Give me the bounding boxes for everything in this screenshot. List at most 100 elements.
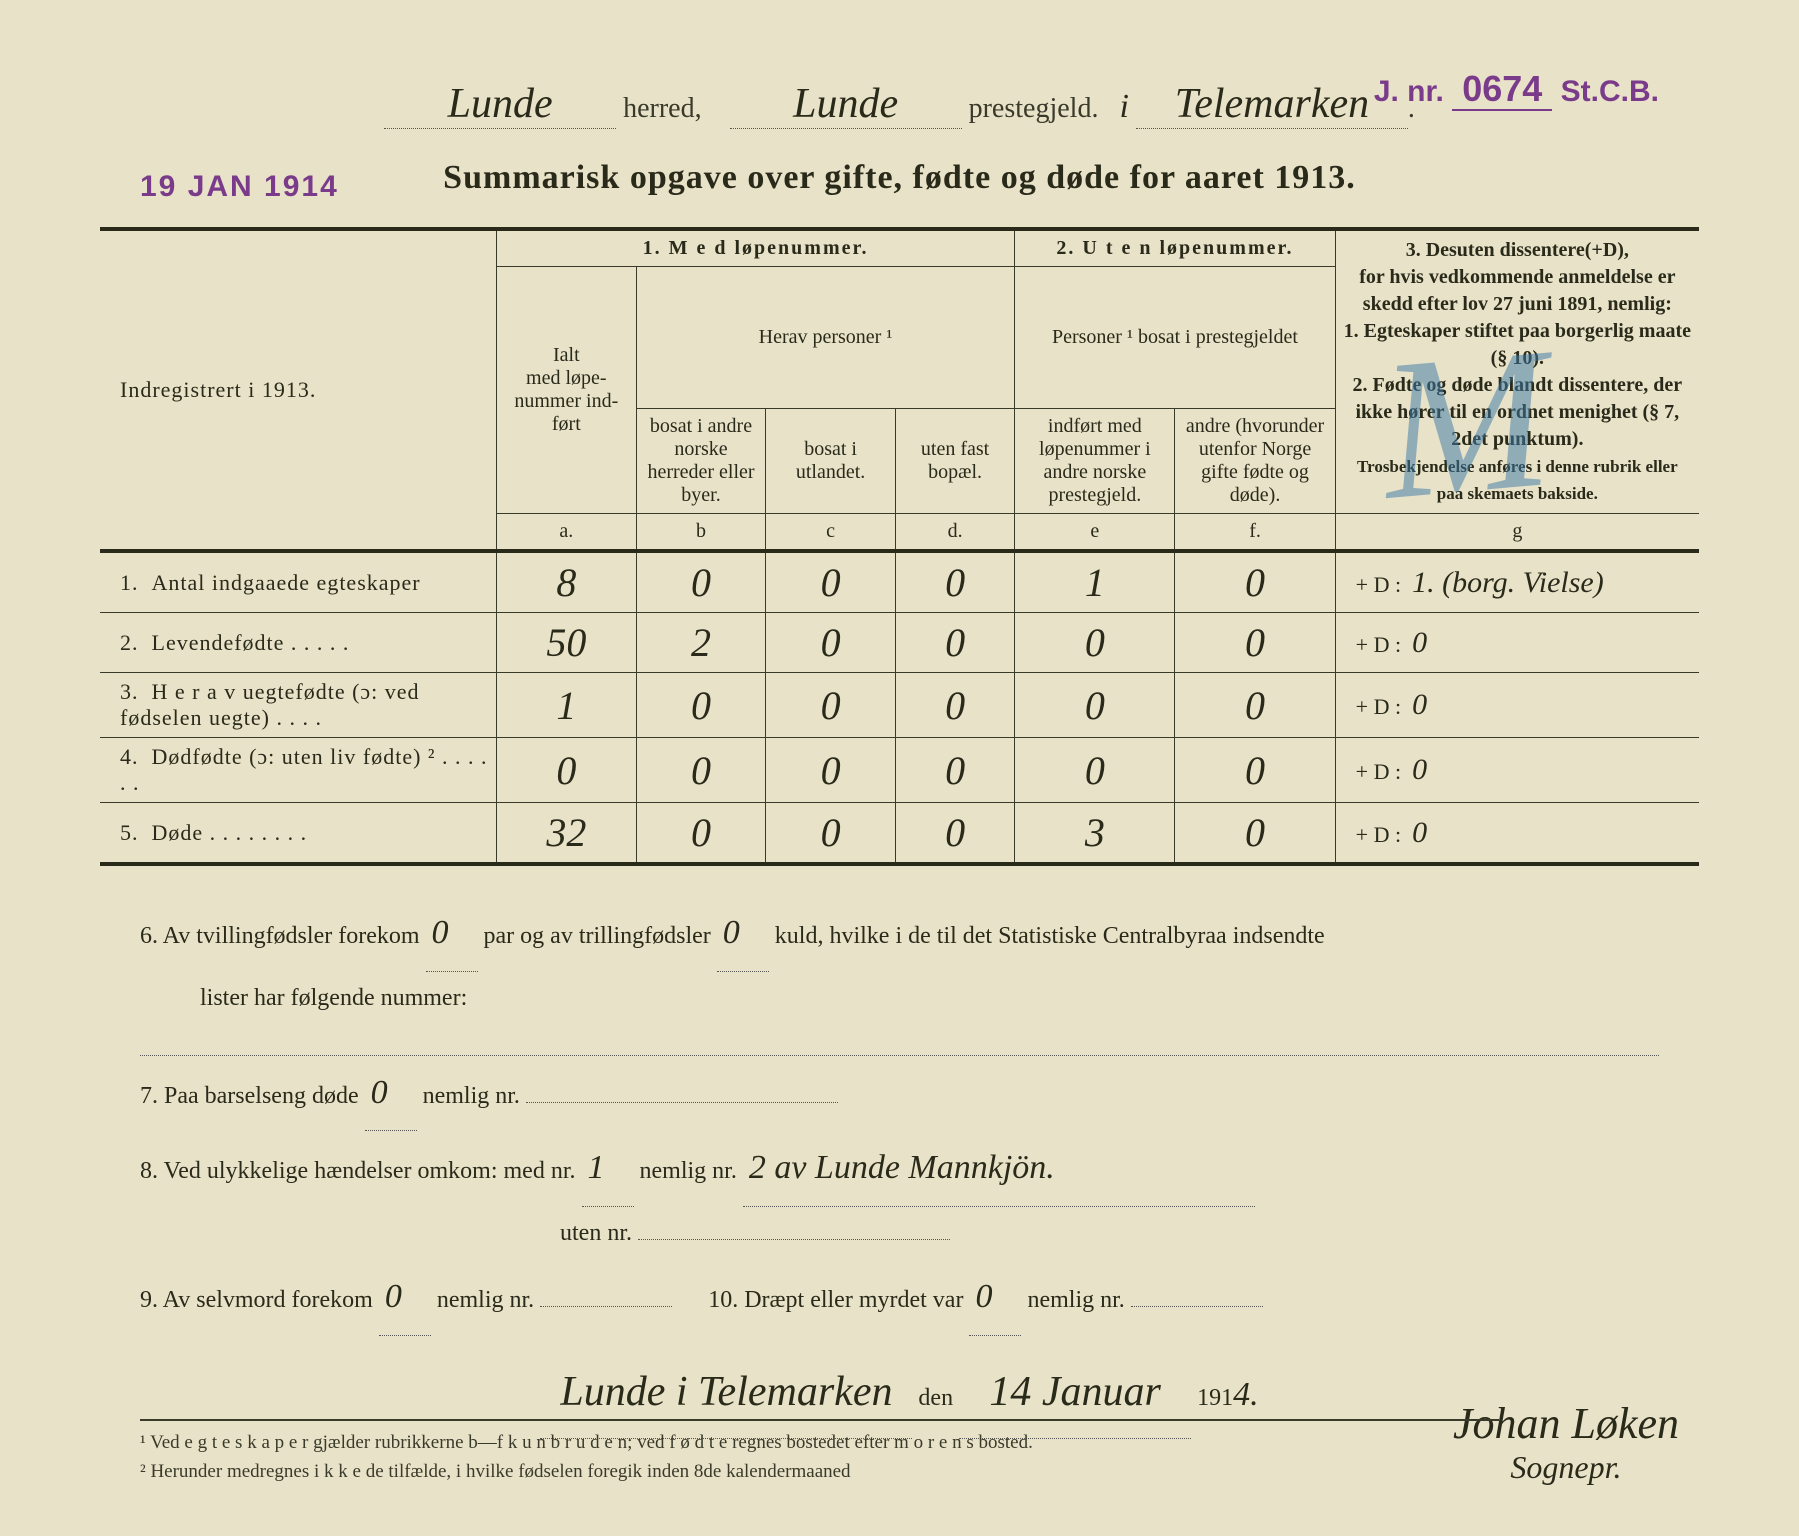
q6c: kuld, hvilke i de til det Statistiske Ce… bbox=[775, 923, 1325, 949]
row-label: Antal indgaaede egteskaper bbox=[152, 570, 421, 595]
q8-line2: uten nr. bbox=[140, 1207, 1659, 1260]
stamp-journal-number: J. nr. 0674 St.C.B. bbox=[1374, 68, 1659, 110]
q8-blank bbox=[638, 1239, 950, 1240]
cell-f: 0 bbox=[1175, 613, 1335, 673]
cell-f: 0 bbox=[1175, 673, 1335, 738]
cell-e: 1 bbox=[1015, 551, 1175, 613]
cell-c: 0 bbox=[766, 803, 896, 865]
row-label: H e r a v uegtefødte (ɔ: ved fødselen ue… bbox=[120, 679, 420, 730]
cell-a: 32 bbox=[496, 803, 636, 865]
cell-d: 0 bbox=[895, 803, 1014, 865]
row-num: 1. bbox=[120, 570, 139, 595]
col-letter-c: c bbox=[766, 514, 896, 552]
q8a: 8. Ved ulykkelige hændelser omkom: med n… bbox=[140, 1158, 576, 1184]
herred-label: herred, bbox=[623, 93, 702, 124]
d-value: 0 bbox=[1412, 688, 1427, 721]
q7-val: 0 bbox=[365, 1056, 417, 1132]
q8-med: 1 bbox=[582, 1131, 634, 1207]
amt-value: Telemarken bbox=[1136, 80, 1408, 129]
q10-blank bbox=[1131, 1306, 1263, 1307]
col-e-header: indført med løpenummer i andre norske pr… bbox=[1015, 409, 1175, 514]
den-label: den bbox=[918, 1385, 953, 1411]
q6-line2: lister har følgende nummer: bbox=[140, 972, 1659, 1025]
q10a: 10. Dræpt eller myrdet var bbox=[708, 1287, 963, 1313]
d-prefix: + D : bbox=[1356, 694, 1401, 719]
q6a: 6. Av tvillingfødsler forekom bbox=[140, 923, 420, 949]
col-b-header: bosat i andre norske herreder eller byer… bbox=[636, 409, 766, 514]
cell-a: 8 bbox=[496, 551, 636, 613]
cell-d: 0 bbox=[895, 673, 1014, 738]
q9-q10: 9. Av selvmord forekom 0 nemlig nr. 10. … bbox=[140, 1260, 1659, 1336]
d-value: 0 bbox=[1412, 626, 1427, 659]
date-year-last: 4. bbox=[1233, 1376, 1259, 1413]
table-row: 1. Antal indgaaede egteskaper 8 0 0 0 1 … bbox=[100, 551, 1699, 613]
footnotes: ¹ Ved e g t e s k a p e r gjælder rubrik… bbox=[140, 1419, 1499, 1486]
cell-f: 0 bbox=[1175, 738, 1335, 803]
row-num: 4. bbox=[120, 744, 139, 769]
row-num: 5. bbox=[120, 820, 139, 845]
herred-value: Lunde bbox=[384, 80, 616, 129]
cell-a: 50 bbox=[496, 613, 636, 673]
d-value: 0 bbox=[1412, 753, 1427, 786]
cell-c: 0 bbox=[766, 673, 896, 738]
document-page: 19 JAN 1914 J. nr. 0674 St.C.B. Lunde he… bbox=[0, 0, 1799, 1536]
jnr-number: 0674 bbox=[1452, 68, 1552, 111]
row-label: Dødfødte (ɔ: uten liv fødte) ² . . . . .… bbox=[120, 744, 488, 795]
cell-b: 0 bbox=[636, 738, 766, 803]
d-prefix: + D : bbox=[1356, 822, 1401, 847]
q9-blank bbox=[540, 1306, 672, 1307]
table-row: 5. Døde . . . . . . . . 32 0 0 0 3 0 + D… bbox=[100, 803, 1699, 865]
q6b: par og av trillingfødsler bbox=[484, 923, 711, 949]
q7: 7. Paa barselseng døde 0 nemlig nr. bbox=[140, 1056, 1659, 1132]
q9-val: 0 bbox=[379, 1260, 431, 1336]
group1-header: 1. M e d løpenummer. bbox=[496, 229, 1014, 267]
group2-header: 2. U t e n løpenummer. bbox=[1015, 229, 1335, 267]
col-a-header: Ialt med løpe-nummer ind-ført bbox=[496, 267, 636, 514]
col-letter-f: f. bbox=[1175, 514, 1335, 552]
lower-questions: 6. Av tvillingfødsler forekom 0 par og a… bbox=[100, 896, 1699, 1439]
q6-line1: 6. Av tvillingfødsler forekom 0 par og a… bbox=[140, 896, 1659, 972]
q7a: 7. Paa barselseng døde bbox=[140, 1083, 359, 1109]
cell-e: 3 bbox=[1015, 803, 1175, 865]
i-label: i bbox=[1119, 88, 1128, 125]
cell-g: + D : 1. (borg. Vielse) bbox=[1335, 551, 1699, 613]
q8-nemlig: 2 av Lunde Mannkjön. bbox=[743, 1131, 1255, 1207]
table-row: 4. Dødfødte (ɔ: uten liv fødte) ² . . . … bbox=[100, 738, 1699, 803]
cell-g: + D : 0 bbox=[1335, 803, 1699, 865]
footnote-2: ² Herunder medregnes i k k e de tilfælde… bbox=[140, 1458, 1499, 1487]
cell-d: 0 bbox=[895, 551, 1014, 613]
col-letter-d: d. bbox=[895, 514, 1014, 552]
group3-small: Trosbekjendelse anføres i denne rubrik e… bbox=[1357, 457, 1678, 503]
stamp-received-date: 19 JAN 1914 bbox=[140, 170, 339, 204]
cell-b: 2 bbox=[636, 613, 766, 673]
prestegjeld-label: prestegjeld. bbox=[969, 93, 1099, 124]
col-f-header: andre (hvorunder utenfor Norge gifte fød… bbox=[1175, 409, 1335, 514]
group3-header: 3. Desuten dissentere(+D), for hvis vedk… bbox=[1335, 229, 1699, 514]
side-label: Indregistrert i 1913. bbox=[100, 229, 496, 551]
d-prefix: + D : bbox=[1356, 759, 1401, 784]
cell-e: 0 bbox=[1015, 738, 1175, 803]
cell-g: + D : 0 bbox=[1335, 738, 1699, 803]
col-letter-g: g bbox=[1335, 514, 1699, 552]
q9a: 9. Av selvmord forekom bbox=[140, 1287, 373, 1313]
d-prefix: + D : bbox=[1356, 572, 1401, 597]
group3-body: for hvis vedkommende anmeldelse er skedd… bbox=[1344, 266, 1691, 450]
col-letter-b: b bbox=[636, 514, 766, 552]
jnr-label: J. nr. bbox=[1374, 75, 1444, 108]
cell-f: 0 bbox=[1175, 551, 1335, 613]
cell-c: 0 bbox=[766, 551, 896, 613]
q7-blank bbox=[526, 1102, 838, 1103]
footnote-1: ¹ Ved e g t e s k a p e r gjælder rubrik… bbox=[140, 1429, 1499, 1458]
q8-line1: 8. Ved ulykkelige hændelser omkom: med n… bbox=[140, 1131, 1659, 1207]
cell-d: 0 bbox=[895, 738, 1014, 803]
prestegjeld-value: Lunde bbox=[730, 80, 962, 129]
form-title: Summarisk opgave over gifte, fødte og dø… bbox=[100, 159, 1699, 197]
d-prefix: + D : bbox=[1356, 632, 1401, 657]
q8c: uten nr. bbox=[560, 1220, 632, 1246]
d-value: 1. (borg. Vielse) bbox=[1412, 566, 1604, 599]
col-a-body: med løpe-nummer ind-ført bbox=[514, 367, 618, 435]
cell-c: 0 bbox=[766, 738, 896, 803]
col-ef-top: Personer ¹ bosat i prestegjeldet bbox=[1015, 267, 1335, 409]
row-num: 2. bbox=[120, 630, 139, 655]
d-value: 0 bbox=[1412, 816, 1427, 849]
